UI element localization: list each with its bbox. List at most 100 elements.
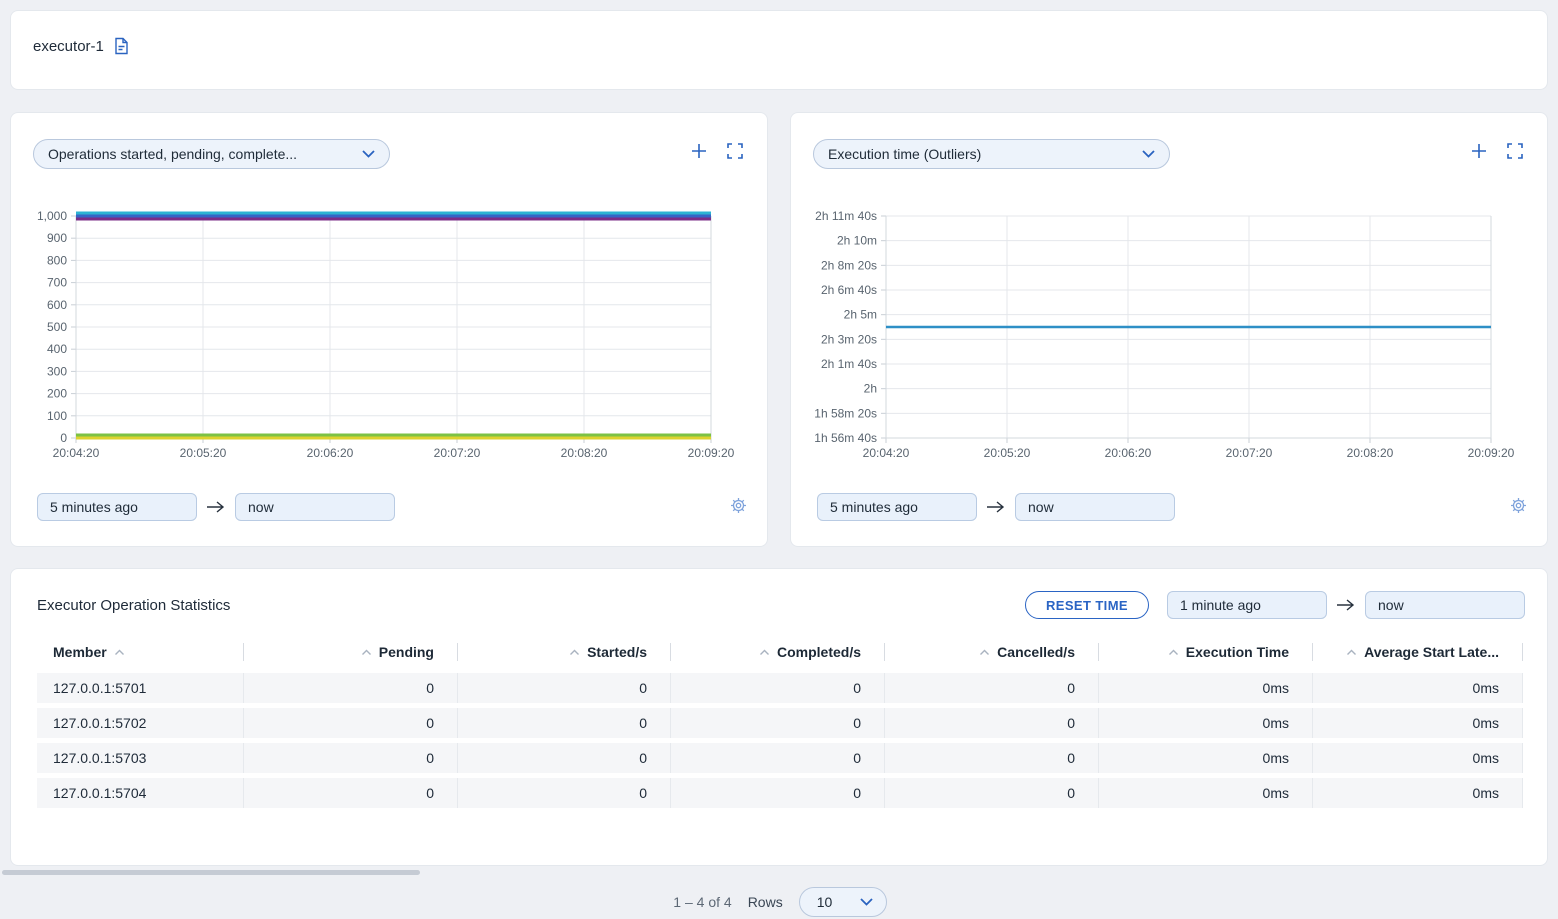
cell-execution-time: 0ms bbox=[1099, 778, 1313, 808]
document-icon[interactable] bbox=[113, 37, 130, 55]
cell-started-s: 0 bbox=[458, 743, 671, 773]
column-header-member[interactable]: Member bbox=[37, 639, 244, 665]
time-from-input[interactable] bbox=[37, 493, 197, 521]
table-row[interactable]: 127.0.0.1:570100000ms0ms bbox=[37, 673, 1523, 703]
cell-started-s: 0 bbox=[458, 673, 671, 703]
y-tick-label: 600 bbox=[47, 298, 67, 312]
x-tick-label: 20:04:20 bbox=[863, 446, 910, 460]
y-tick-label: 0 bbox=[60, 431, 67, 445]
stats-time-to-input[interactable] bbox=[1365, 591, 1525, 619]
table-header-row: Member Pending Started/s Completed/s Cancell… bbox=[37, 639, 1523, 665]
stats-controls: RESET TIME bbox=[1025, 591, 1525, 619]
cell-member: 127.0.0.1:5701 bbox=[37, 673, 244, 703]
x-tick-label: 20:07:20 bbox=[434, 446, 481, 460]
y-tick-label: 2h bbox=[864, 382, 877, 396]
y-tick-label: 300 bbox=[47, 364, 67, 378]
y-tick-label: 400 bbox=[47, 342, 67, 356]
gear-icon[interactable] bbox=[1510, 497, 1527, 514]
y-tick-label: 1,000 bbox=[37, 209, 67, 223]
fullscreen-icon[interactable] bbox=[1507, 143, 1523, 159]
chevron-down-icon bbox=[860, 898, 873, 906]
panel-actions bbox=[1471, 143, 1523, 159]
column-header-completed-s[interactable]: Completed/s bbox=[671, 639, 885, 665]
panel-actions bbox=[691, 143, 743, 159]
sort-caret-icon bbox=[361, 649, 372, 656]
cell-started-s: 0 bbox=[458, 708, 671, 738]
cell-average-start-late: 0ms bbox=[1313, 673, 1523, 703]
add-chart-button[interactable] bbox=[691, 143, 707, 159]
cell-average-start-late: 0ms bbox=[1313, 708, 1523, 738]
x-tick-label: 20:04:20 bbox=[53, 446, 100, 460]
time-range-row bbox=[37, 493, 395, 521]
rows-label: Rows bbox=[748, 894, 783, 910]
table-body: 127.0.0.1:570100000ms0ms127.0.0.1:570200… bbox=[37, 673, 1523, 808]
arrow-right-icon bbox=[206, 500, 226, 514]
cell-completed-s: 0 bbox=[671, 778, 885, 808]
time-from-input[interactable] bbox=[817, 493, 977, 521]
executor-header-card: executor-1 bbox=[10, 10, 1548, 90]
scrollbar-thumb[interactable] bbox=[2, 870, 420, 875]
x-tick-label: 20:05:20 bbox=[180, 446, 227, 460]
table-row[interactable]: 127.0.0.1:570300000ms0ms bbox=[37, 743, 1523, 773]
metric-select-label: Execution time (Outliers) bbox=[828, 146, 1142, 162]
cell-average-start-late: 0ms bbox=[1313, 778, 1523, 808]
y-tick-label: 200 bbox=[47, 387, 67, 401]
y-tick-label: 900 bbox=[47, 231, 67, 245]
fullscreen-icon[interactable] bbox=[727, 143, 743, 159]
y-tick-label: 1h 58m 20s bbox=[814, 406, 877, 420]
metric-select-execution-time[interactable]: Execution time (Outliers) bbox=[813, 139, 1170, 169]
y-tick-label: 800 bbox=[47, 253, 67, 267]
add-chart-button[interactable] bbox=[1471, 143, 1487, 159]
x-tick-label: 20:08:20 bbox=[1347, 446, 1394, 460]
x-tick-label: 20:09:20 bbox=[688, 446, 735, 460]
operations-chart-svg: 1,000900800700600500400300200100020:04:2… bbox=[17, 209, 743, 469]
table-row[interactable]: 127.0.0.1:570200000ms0ms bbox=[37, 708, 1523, 738]
column-header-started-s[interactable]: Started/s bbox=[458, 639, 671, 665]
y-tick-label: 500 bbox=[47, 320, 67, 334]
cell-execution-time: 0ms bbox=[1099, 673, 1313, 703]
executor-statistics-table: Member Pending Started/s Completed/s Cancell… bbox=[37, 639, 1523, 813]
arrow-right-icon bbox=[986, 500, 1006, 514]
column-header-execution-time[interactable]: Execution Time bbox=[1099, 639, 1313, 665]
operations-chart-panel: Operations started, pending, complete...… bbox=[10, 112, 768, 547]
y-tick-label: 2h 10m bbox=[837, 234, 877, 248]
sort-caret-icon bbox=[759, 649, 770, 656]
column-header-average-start-late[interactable]: Average Start Late... bbox=[1313, 639, 1523, 665]
chevron-down-icon bbox=[1142, 150, 1155, 158]
column-header-label: Average Start Late... bbox=[1364, 644, 1499, 660]
table-row[interactable]: 127.0.0.1:570400000ms0ms bbox=[37, 778, 1523, 808]
cell-pending: 0 bbox=[244, 708, 458, 738]
sort-caret-icon bbox=[979, 649, 990, 656]
time-to-input[interactable] bbox=[235, 493, 395, 521]
column-header-cancelled-s[interactable]: Cancelled/s bbox=[885, 639, 1099, 665]
x-tick-label: 20:06:20 bbox=[1105, 446, 1152, 460]
x-tick-label: 20:07:20 bbox=[1226, 446, 1273, 460]
reset-time-button[interactable]: RESET TIME bbox=[1025, 591, 1149, 619]
cell-cancelled-s: 0 bbox=[885, 708, 1099, 738]
column-header-label: Pending bbox=[379, 644, 434, 660]
y-tick-label: 2h 3m 20s bbox=[821, 332, 877, 346]
cell-member: 127.0.0.1:5702 bbox=[37, 708, 244, 738]
horizontal-scrollbar[interactable] bbox=[0, 869, 1558, 878]
execution-time-chart[interactable]: 2h 11m 40s2h 10m2h 8m 20s2h 6m 40s2h 5m2… bbox=[797, 209, 1523, 469]
metric-select-label: Operations started, pending, complete... bbox=[48, 146, 362, 162]
cell-execution-time: 0ms bbox=[1099, 743, 1313, 773]
x-tick-label: 20:05:20 bbox=[984, 446, 1031, 460]
column-header-pending[interactable]: Pending bbox=[244, 639, 458, 665]
page-range: 1 – 4 of 4 bbox=[673, 894, 731, 910]
rows-per-page-select[interactable]: 10 bbox=[799, 887, 887, 917]
gear-icon[interactable] bbox=[730, 497, 747, 514]
metric-select-operations[interactable]: Operations started, pending, complete... bbox=[33, 139, 390, 169]
cell-completed-s: 0 bbox=[671, 708, 885, 738]
column-header-label: Completed/s bbox=[777, 644, 861, 660]
time-to-input[interactable] bbox=[1015, 493, 1175, 521]
y-tick-label: 2h 5m bbox=[844, 308, 877, 322]
cell-pending: 0 bbox=[244, 778, 458, 808]
y-tick-label: 1h 56m 40s bbox=[814, 431, 877, 445]
y-tick-label: 2h 1m 40s bbox=[821, 357, 877, 371]
y-tick-label: 700 bbox=[47, 276, 67, 290]
cell-cancelled-s: 0 bbox=[885, 743, 1099, 773]
column-header-label: Execution Time bbox=[1186, 644, 1289, 660]
stats-time-from-input[interactable] bbox=[1167, 591, 1327, 619]
operations-chart[interactable]: 1,000900800700600500400300200100020:04:2… bbox=[17, 209, 743, 469]
